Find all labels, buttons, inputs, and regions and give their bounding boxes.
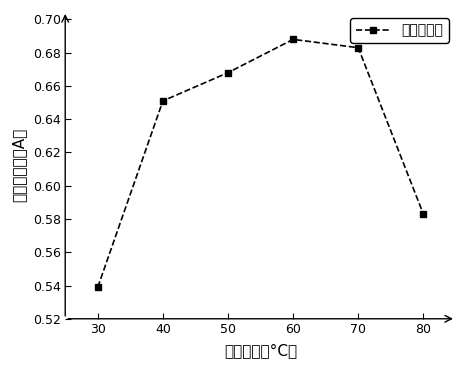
Y-axis label: 韭黄吸光度（A）: 韭黄吸光度（A） <box>11 128 26 202</box>
X-axis label: 提取温度（°C）: 提取温度（°C） <box>224 343 297 358</box>
Legend: 韭黄吸光度: 韭黄吸光度 <box>350 18 449 43</box>
